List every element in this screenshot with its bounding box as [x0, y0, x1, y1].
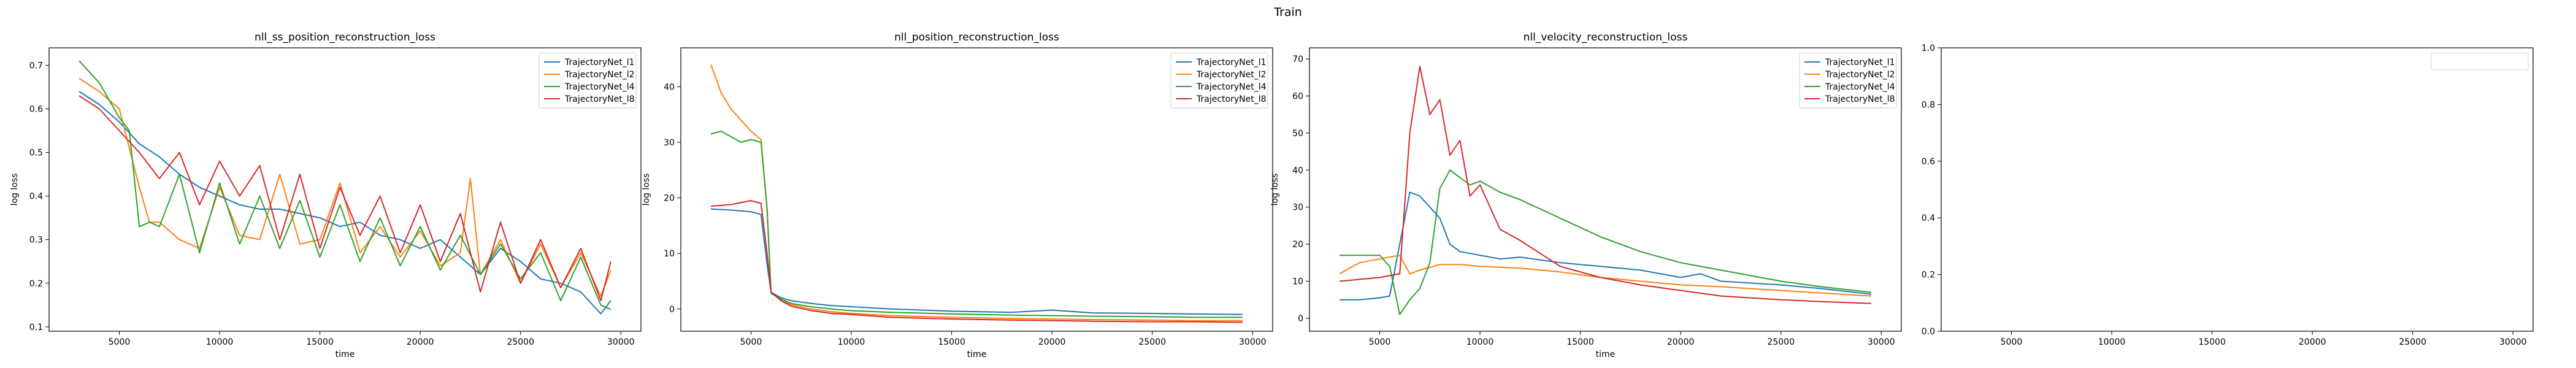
y-tick-label: 0.7 — [29, 61, 43, 71]
x-tick-label: 30000 — [1239, 337, 1267, 347]
legend-label: TrajectoryNet_l2 — [1196, 70, 1267, 80]
axes-frame — [1309, 47, 1902, 332]
y-tick-label: 0.6 — [29, 105, 43, 115]
series-line-TrajectoryNet_l4 — [710, 130, 1243, 318]
chart-panel-1: 5000 10000 15000 20000 25000 30000 0.1 0.2 0.3 0.… — [10, 31, 642, 359]
legend-label: TrajectoryNet_l2 — [564, 70, 635, 80]
chart-title: nll_position_reconstruction_loss — [894, 31, 1059, 44]
y-tick-label: 30 — [664, 138, 675, 148]
y-tick-label: 60 — [1292, 92, 1303, 102]
y-tick-label: 0.0 — [1922, 327, 1935, 337]
x-tick-label: 10000 — [838, 337, 865, 347]
series-line-TrajectoryNet_l4 — [79, 60, 611, 310]
legend-box — [2431, 52, 2529, 71]
chart-title: nll_ss_position_reconstruction_loss — [255, 31, 435, 44]
figure-suptitle: Train — [1274, 6, 1302, 19]
legend-box — [1170, 52, 1268, 109]
x-tick-label: 10000 — [2098, 337, 2126, 347]
x-tick-label: 25000 — [507, 337, 534, 347]
legend-label: TrajectoryNet_l1 — [564, 58, 635, 67]
legend-label: TrajectoryNet_l4 — [1825, 82, 1895, 92]
y-tick-label: 10 — [1292, 277, 1303, 286]
y-axis-label: log loss — [10, 174, 20, 206]
chart-panel-2: 5000 10000 15000 20000 25000 30000 0 10 20 30 40 nl… — [642, 31, 1273, 359]
y-axis-label: log loss — [642, 174, 651, 206]
legend-label: TrajectoryNet_l4 — [564, 82, 635, 92]
y-tick-label: 70 — [1292, 55, 1303, 64]
y-tick-label: 0.5 — [29, 148, 43, 158]
x-tick-label: 25000 — [1767, 337, 1795, 347]
y-tick-label: 0 — [1298, 314, 1303, 324]
legend-label: TrajectoryNet_l8 — [1196, 94, 1267, 104]
legend-label: TrajectoryNet_l2 — [1825, 70, 1895, 80]
x-tick-label: 15000 — [2198, 337, 2226, 347]
legend-box — [539, 52, 637, 109]
series-line-TrajectoryNet_l8 — [1340, 66, 1871, 304]
x-tick-label: 10000 — [206, 337, 234, 347]
y-tick-label: 40 — [1292, 166, 1303, 175]
x-tick-label: 5000 — [1369, 337, 1391, 347]
series-line-TrajectoryNet_l2 — [79, 77, 611, 297]
legend-label: TrajectoryNet_l4 — [1196, 82, 1267, 92]
x-tick-label: 15000 — [306, 337, 334, 347]
series-line-TrajectoryNet_l4 — [1340, 169, 1872, 315]
y-tick-label: 10 — [664, 249, 675, 259]
series-line-TrajectoryNet_l2 — [1339, 255, 1871, 297]
chart-panel-4: 5000 10000 15000 20000 25000 30000 0.0 0.2 0.4 0.… — [1922, 44, 2534, 347]
y-tick-label: 20 — [664, 194, 675, 204]
x-tick-label: 30000 — [2499, 337, 2527, 347]
y-tick-label: 0.3 — [29, 236, 43, 245]
y-axis-label: log loss — [1270, 174, 1280, 206]
series-line-TrajectoryNet_l8 — [79, 95, 611, 302]
x-axis-label: time — [335, 350, 355, 359]
legend-label: TrajectoryNet_l1 — [1196, 58, 1267, 67]
x-tick-label: 15000 — [1566, 337, 1594, 347]
x-tick-label: 20000 — [1667, 337, 1695, 347]
series-line-TrajectoryNet_l8 — [711, 200, 1243, 323]
x-tick-label: 5000 — [740, 337, 762, 347]
x-tick-label: 20000 — [2299, 337, 2326, 347]
x-tick-label: 25000 — [1138, 337, 1166, 347]
legend-label: TrajectoryNet_l8 — [1825, 94, 1895, 104]
y-tick-label: 0 — [669, 305, 675, 315]
x-tick-label: 5000 — [109, 337, 131, 347]
legend-label: TrajectoryNet_l8 — [564, 94, 635, 104]
x-tick-label: 5000 — [2001, 337, 2023, 347]
x-tick-label: 20000 — [1038, 337, 1066, 347]
chart-title: nll_velocity_reconstruction_loss — [1524, 31, 1688, 44]
x-tick-label: 15000 — [938, 337, 965, 347]
x-tick-label: 30000 — [1868, 337, 1895, 347]
axes-frame — [1941, 47, 2534, 332]
series-line-TrajectoryNet_l2 — [710, 64, 1243, 321]
x-tick-label: 30000 — [607, 337, 635, 347]
x-tick-label: 10000 — [1466, 337, 1494, 347]
y-tick-label: 0.1 — [29, 323, 43, 332]
axes-frame — [680, 47, 1273, 332]
legend-label: TrajectoryNet_l1 — [1825, 58, 1895, 67]
x-axis-label: time — [967, 350, 987, 359]
x-tick-label: 20000 — [407, 337, 434, 347]
y-tick-label: 50 — [1292, 129, 1303, 139]
y-tick-label: 20 — [1292, 240, 1303, 250]
legend-box — [1799, 52, 1897, 109]
y-tick-label: 30 — [1292, 203, 1303, 213]
y-tick-label: 0.8 — [1922, 100, 1935, 110]
x-tick-label: 25000 — [2399, 337, 2426, 347]
chart-panel-3: 5000 10000 15000 20000 25000 30000 0 10 20 30 40 50… — [1270, 31, 1902, 359]
x-axis-label: time — [1596, 350, 1616, 359]
y-tick-label: 0.2 — [1922, 270, 1935, 280]
series-line-TrajectoryNet_l1 — [1340, 191, 1872, 301]
series-line-TrajectoryNet_l1 — [711, 208, 1243, 315]
y-tick-label: 0.2 — [29, 279, 43, 289]
axes-frame — [48, 47, 642, 332]
y-tick-label: 40 — [664, 82, 675, 92]
y-tick-label: 0.4 — [1922, 213, 1935, 223]
y-tick-label: 0.6 — [1922, 157, 1935, 167]
y-tick-label: 0.4 — [29, 192, 43, 202]
y-tick-label: 1.0 — [1922, 44, 1935, 53]
